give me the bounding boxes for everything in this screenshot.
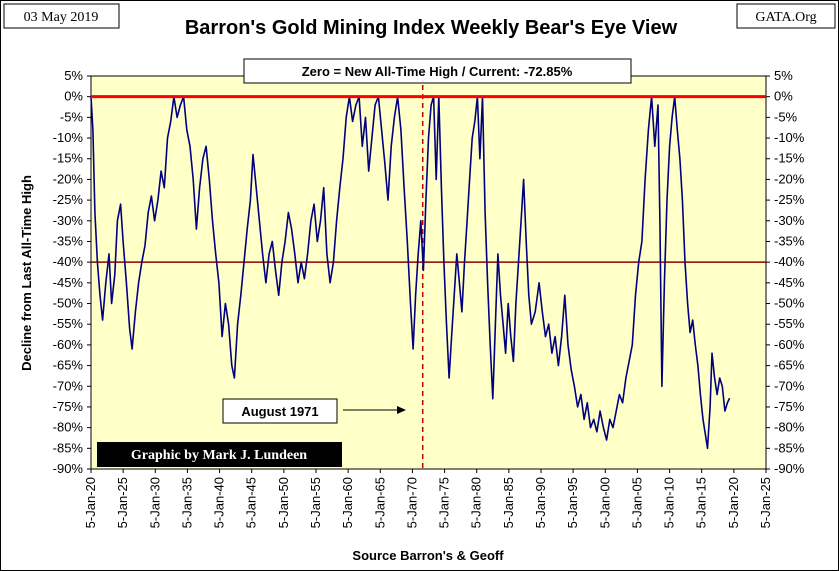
x-axis-title: Source Barron's & Geoff bbox=[352, 548, 504, 563]
y-tick-label-left: -40% bbox=[53, 254, 84, 269]
y-tick-label-left: -85% bbox=[53, 440, 84, 455]
event-annotation-box bbox=[222, 398, 338, 424]
y-tick-label-left: -25% bbox=[53, 192, 84, 207]
x-tick-label: 5-Jan-95 bbox=[565, 477, 580, 528]
y-tick-label-left: -90% bbox=[53, 461, 84, 476]
y-tick-label-right: 5% bbox=[774, 68, 793, 83]
y-tick-label-right: -30% bbox=[774, 213, 805, 228]
y-axis-left: 5% 0% -5% -10% -15% -20% -25% -30% -35% -40% -45% -… bbox=[53, 68, 91, 476]
credit-label: Graphic by Mark J. Lundeen bbox=[131, 448, 307, 463]
x-tick-label: 5-Jan-80 bbox=[469, 477, 484, 528]
x-tick-label: 5-Jan-55 bbox=[308, 477, 323, 528]
y-axis-right: 5% 0% -5% -10% -15% -20% -25% -30% -35% -40% -45% -… bbox=[766, 68, 805, 476]
x-tick-label: 5-Jan-15 bbox=[694, 477, 709, 528]
date-box bbox=[3, 3, 120, 29]
y-tick-label-left: -20% bbox=[53, 171, 84, 186]
x-tick-label: 5-Jan-10 bbox=[662, 477, 677, 528]
x-tick-label: 5-Jan-90 bbox=[533, 477, 548, 528]
event-annotation-label: August 1971 bbox=[241, 404, 318, 419]
x-tick-label: 5-Jan-60 bbox=[340, 477, 355, 528]
x-tick-label: 5-Jan-30 bbox=[147, 477, 162, 528]
x-tick-label: 5-Jan-25 bbox=[758, 477, 773, 528]
source-site-label: GATA.Org bbox=[755, 10, 816, 25]
x-tick-label: 5-Jan-70 bbox=[404, 477, 419, 528]
event-arrow-head bbox=[397, 406, 406, 414]
y-tick-label-left: -15% bbox=[53, 151, 84, 166]
y-tick-label-left: -5% bbox=[60, 109, 84, 124]
x-tick-label: 5-Jan-45 bbox=[244, 477, 259, 528]
y-tick-label-left: -50% bbox=[53, 296, 84, 311]
credit-box bbox=[97, 442, 342, 467]
y-axis-title: Decline from Last All-Time High bbox=[19, 175, 34, 371]
y-tick-label-right: -85% bbox=[774, 440, 805, 455]
y-tick-label-right: -15% bbox=[774, 151, 805, 166]
x-tick-label: 5-Jan-85 bbox=[501, 477, 516, 528]
x-tick-label: 5-Jan-40 bbox=[212, 477, 227, 528]
x-tick-label: 5-Jan-25 bbox=[115, 477, 130, 528]
y-tick-label-right: -80% bbox=[774, 420, 805, 435]
y-tick-label-left: -30% bbox=[53, 213, 84, 228]
y-tick-label-right: -20% bbox=[774, 171, 805, 186]
x-tick-label: 5-Jan-35 bbox=[179, 477, 194, 528]
y-tick-label-left: -55% bbox=[53, 316, 84, 331]
x-tick-label: 5-Jan-20 bbox=[726, 477, 741, 528]
y-tick-label-left: -75% bbox=[53, 399, 84, 414]
y-tick-label-left: 5% bbox=[64, 68, 83, 83]
x-tick-label: 5-Jan-05 bbox=[629, 477, 644, 528]
y-tick-label-right: -90% bbox=[774, 461, 805, 476]
y-tick-label-right: -35% bbox=[774, 233, 805, 248]
y-tick-label-left: 0% bbox=[64, 89, 83, 104]
series-line bbox=[90, 95, 731, 450]
y-tick-label-right: -75% bbox=[774, 399, 805, 414]
x-tick-label: 5-Jan-50 bbox=[276, 477, 291, 528]
zero-annotation-box bbox=[243, 58, 632, 84]
x-tick-label: 5-Jan-75 bbox=[437, 477, 452, 528]
zero-annotation-label: Zero = New All-Time High / Current: -72.… bbox=[302, 64, 573, 79]
y-tick-label-right: -60% bbox=[774, 337, 805, 352]
y-tick-label-right: -50% bbox=[774, 296, 805, 311]
source-site-box bbox=[736, 3, 836, 29]
y-tick-label-left: -60% bbox=[53, 337, 84, 352]
y-tick-label-right: -70% bbox=[774, 378, 805, 393]
y-tick-label-left: -35% bbox=[53, 233, 84, 248]
y-tick-label-right: -25% bbox=[774, 192, 805, 207]
x-tick-label: 5-Jan-65 bbox=[372, 477, 387, 528]
y-tick-label-left: -10% bbox=[53, 130, 84, 145]
x-tick-label: 5-Jan-00 bbox=[597, 477, 612, 528]
y-tick-label-right: -55% bbox=[774, 316, 805, 331]
chart-title: Barron's Gold Mining Index Weekly Bear's… bbox=[185, 17, 678, 39]
y-tick-label-left: -70% bbox=[53, 378, 84, 393]
y-tick-label-right: 0% bbox=[774, 89, 793, 104]
y-tick-label-right: -45% bbox=[774, 275, 805, 290]
date-label: 03 May 2019 bbox=[24, 10, 99, 25]
y-tick-label-right: -65% bbox=[774, 358, 805, 373]
y-tick-label-left: -65% bbox=[53, 358, 84, 373]
y-tick-label-right: -40% bbox=[774, 254, 805, 269]
x-axis: 5-Jan-20 5-Jan-25 5-Jan-30 5-Jan-35 5-Jan-40… bbox=[83, 469, 773, 528]
x-tick-label: 5-Jan-20 bbox=[83, 477, 98, 528]
y-tick-label-left: -80% bbox=[53, 420, 84, 435]
y-tick-label-right: -5% bbox=[774, 109, 798, 124]
y-tick-label-left: -45% bbox=[53, 275, 84, 290]
y-tick-label-right: -10% bbox=[774, 130, 805, 145]
